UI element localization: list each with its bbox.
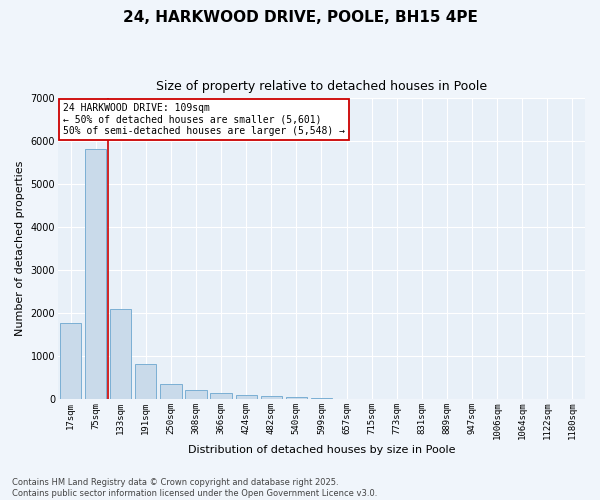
Bar	[185, 390, 206, 399]
Title: Size of property relative to detached houses in Poole: Size of property relative to detached ho…	[156, 80, 487, 93]
Bar	[60, 322, 81, 399]
Bar	[236, 395, 257, 399]
Text: 24, HARKWOOD DRIVE, POOLE, BH15 4PE: 24, HARKWOOD DRIVE, POOLE, BH15 4PE	[122, 10, 478, 25]
Bar	[260, 396, 282, 399]
Bar	[160, 384, 182, 399]
Text: 24 HARKWOOD DRIVE: 109sqm
← 50% of detached houses are smaller (5,601)
50% of se: 24 HARKWOOD DRIVE: 109sqm ← 50% of detac…	[63, 103, 345, 136]
Bar	[110, 310, 131, 399]
X-axis label: Distribution of detached houses by size in Poole: Distribution of detached houses by size …	[188, 445, 455, 455]
Bar	[135, 364, 157, 399]
Y-axis label: Number of detached properties: Number of detached properties	[15, 161, 25, 336]
Bar	[85, 149, 106, 399]
Bar	[286, 396, 307, 399]
Bar	[311, 398, 332, 399]
Bar	[211, 394, 232, 399]
Text: Contains HM Land Registry data © Crown copyright and database right 2025.
Contai: Contains HM Land Registry data © Crown c…	[12, 478, 377, 498]
